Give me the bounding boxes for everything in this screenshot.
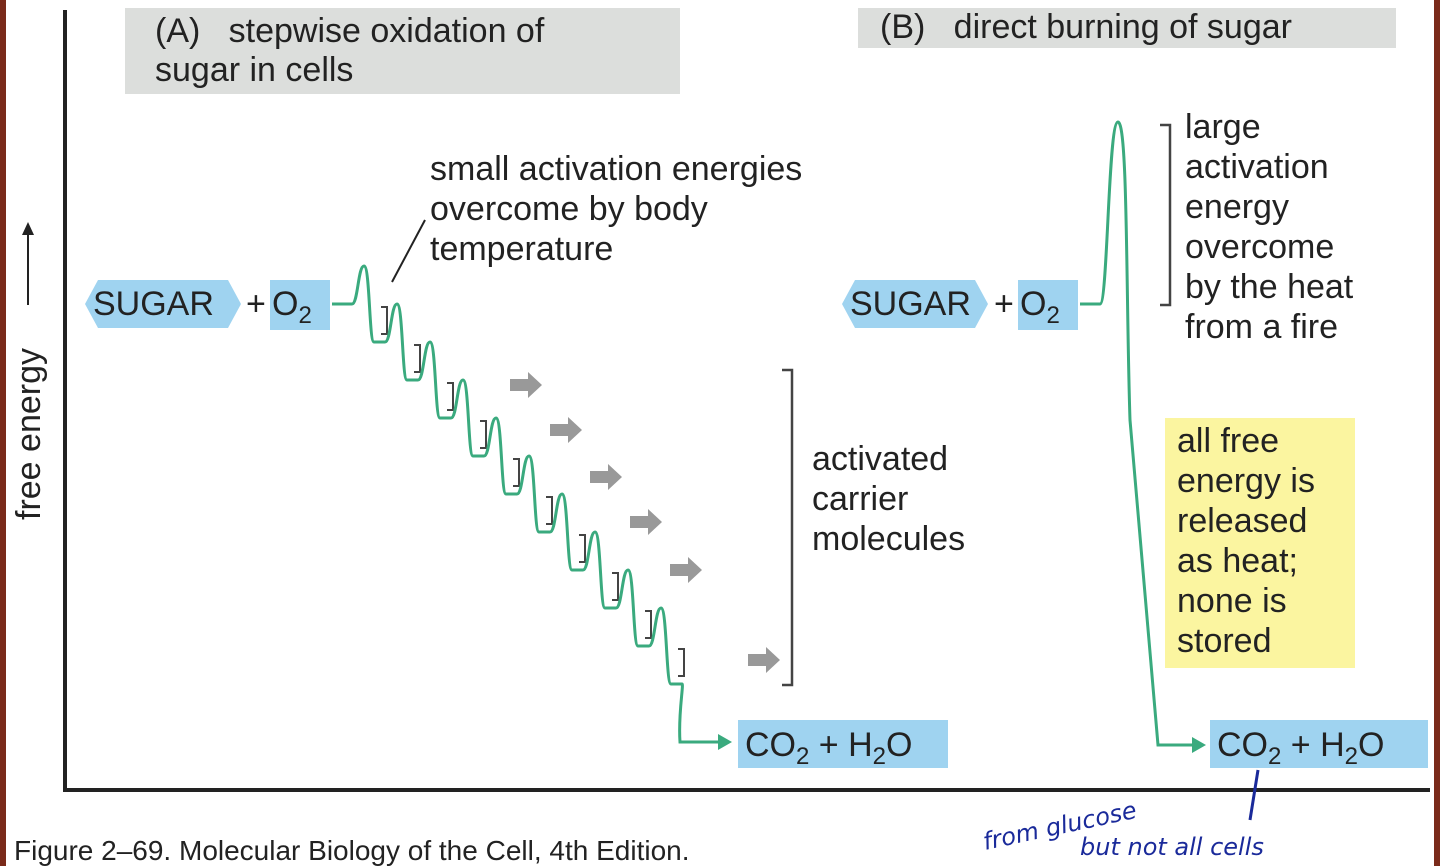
note: as heat; xyxy=(1177,542,1298,580)
reactant: SUGAR xyxy=(850,285,971,323)
note: energy is xyxy=(1177,462,1315,500)
formula: O xyxy=(1358,726,1384,764)
caption: Figure 2–69. Molecular Biology of the Ce… xyxy=(14,835,690,866)
photo-edge xyxy=(0,0,6,866)
axis-arrow xyxy=(22,222,34,235)
note: activated xyxy=(812,440,948,478)
bracket xyxy=(1160,123,1172,307)
bracket xyxy=(782,368,794,687)
title-box xyxy=(125,8,680,94)
pointer xyxy=(391,219,426,283)
subscript: 2 xyxy=(873,743,886,770)
product-box xyxy=(738,720,948,768)
note: from a fire xyxy=(1185,308,1338,346)
carrier-arrow xyxy=(590,464,622,490)
reactant-box xyxy=(1018,280,1078,330)
note: released xyxy=(1177,502,1307,540)
ink-stroke xyxy=(1248,769,1260,821)
reactant-box xyxy=(842,280,988,328)
subscript: 2 xyxy=(298,302,311,329)
note-box xyxy=(1165,418,1355,668)
bracket xyxy=(678,648,685,677)
bracket xyxy=(546,496,553,525)
formula: CO xyxy=(1217,726,1268,764)
subscript: 2 xyxy=(1046,302,1059,329)
arrowhead xyxy=(1192,737,1206,753)
note: activation xyxy=(1185,148,1329,186)
note: none is xyxy=(1177,582,1287,620)
panel-title: sugar in cells xyxy=(155,51,353,89)
note: molecules xyxy=(812,520,965,558)
bracket xyxy=(480,420,487,449)
carrier-arrow xyxy=(630,509,662,535)
note: stored xyxy=(1177,622,1272,660)
note: temperature xyxy=(430,230,613,268)
reactant-box xyxy=(270,280,330,330)
reactant-box xyxy=(85,280,241,328)
formula: H xyxy=(1320,726,1345,764)
carrier-arrow xyxy=(550,417,582,443)
formula: + xyxy=(1281,726,1320,764)
subscript: 2 xyxy=(796,743,809,770)
panel-title: (A) stepwise oxidation of xyxy=(155,12,545,50)
formula: O xyxy=(1020,285,1046,323)
carrier-arrow xyxy=(670,557,702,583)
bracket xyxy=(381,306,388,335)
subscript: 2 xyxy=(1345,743,1358,770)
product: CO2 + H2O xyxy=(1217,726,1384,770)
note: overcome xyxy=(1185,228,1334,266)
energy-path xyxy=(1080,120,1195,747)
photo-edge xyxy=(1434,0,1440,866)
formula: O xyxy=(886,726,912,764)
note: small activation energies xyxy=(430,150,802,188)
formula: H xyxy=(848,726,873,764)
note: by the heat xyxy=(1185,268,1354,306)
bracket xyxy=(414,344,421,373)
formula: + xyxy=(809,726,848,764)
carrier-arrow xyxy=(748,647,780,673)
oxygen: O2 xyxy=(1020,285,1060,329)
formula: O xyxy=(272,285,298,323)
bracket xyxy=(579,534,586,563)
bracket xyxy=(645,610,652,639)
note: overcome by body xyxy=(430,190,708,228)
staircase xyxy=(332,264,780,750)
energy-path xyxy=(332,264,720,744)
carrier-arrow xyxy=(510,372,542,398)
note: large xyxy=(1185,108,1261,146)
panel-title: (B) direct burning of sugar xyxy=(880,8,1292,46)
arrowhead xyxy=(718,734,732,750)
product-box xyxy=(1210,720,1428,768)
note: all free xyxy=(1177,422,1279,460)
oxygen: O2 xyxy=(272,285,312,329)
bracket xyxy=(612,572,619,601)
note: energy xyxy=(1185,188,1289,226)
bracket xyxy=(447,382,454,411)
plus: + xyxy=(994,285,1014,323)
bracket xyxy=(513,458,520,487)
axis-label: free energy xyxy=(10,348,48,520)
formula: CO xyxy=(745,726,796,764)
title-box xyxy=(858,8,1396,48)
handwritten-note: but not all cells xyxy=(1080,833,1264,861)
note: carrier xyxy=(812,480,908,518)
plus: + xyxy=(246,285,266,323)
reactant: SUGAR xyxy=(93,285,214,323)
subscript: 2 xyxy=(1268,743,1281,770)
product: CO2 + H2O xyxy=(745,726,912,770)
